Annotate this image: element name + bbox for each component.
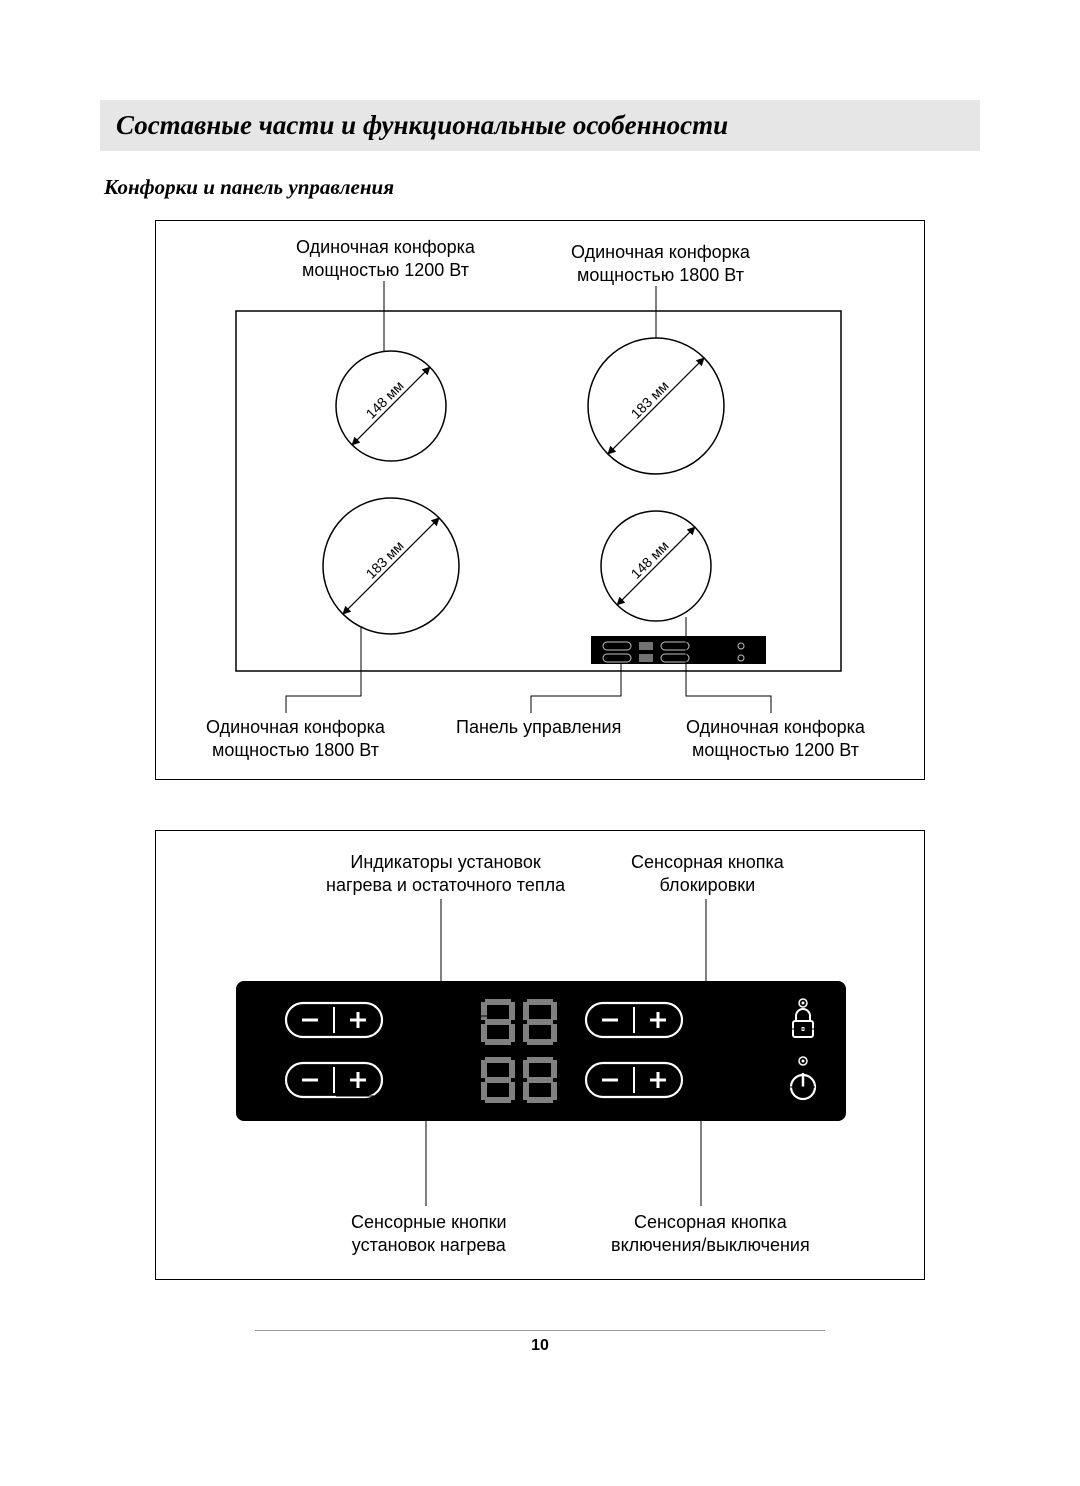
label-burner-1800-bottom: Одиночная конфорка мощностью 1800 Вт bbox=[206, 716, 385, 761]
label-heat-buttons: Сенсорные кнопки установок нагрева bbox=[351, 1211, 507, 1256]
label-power-button: Сенсорная кнопка включения/выключения bbox=[611, 1211, 810, 1256]
label-lock-button: Сенсорная кнопка блокировки bbox=[631, 851, 784, 896]
figure-cooktop: 148 мм 183 мм 183 мм 148 мм Одиночная конфо… bbox=[155, 220, 925, 780]
label-control-panel: Панель управления bbox=[456, 716, 621, 739]
svg-text:148 мм: 148 мм bbox=[363, 378, 407, 422]
svg-text:148 мм: 148 мм bbox=[628, 538, 672, 582]
label-burner-1200-top: Одиночная конфорка мощностью 1200 Вт bbox=[296, 236, 475, 281]
section-title: Составные части и функциональные особенн… bbox=[116, 110, 964, 141]
footer-rule bbox=[255, 1330, 825, 1331]
section-title-bar: Составные части и функциональные особенн… bbox=[100, 100, 980, 151]
figure-control-panel: Индикаторы установок нагрева и остаточно… bbox=[155, 830, 925, 1280]
svg-text:183 мм: 183 мм bbox=[363, 538, 407, 582]
svg-text:183 мм: 183 мм bbox=[628, 378, 672, 422]
section-subtitle: Конфорки и панель управления bbox=[104, 175, 980, 200]
page-number: 10 bbox=[100, 1337, 980, 1355]
label-burner-1800-top: Одиночная конфорка мощностью 1800 Вт bbox=[571, 241, 750, 286]
label-burner-1200-bottom: Одиночная конфорка мощностью 1200 Вт bbox=[686, 716, 865, 761]
label-indicators: Индикаторы установок нагрева и остаточно… bbox=[326, 851, 565, 896]
